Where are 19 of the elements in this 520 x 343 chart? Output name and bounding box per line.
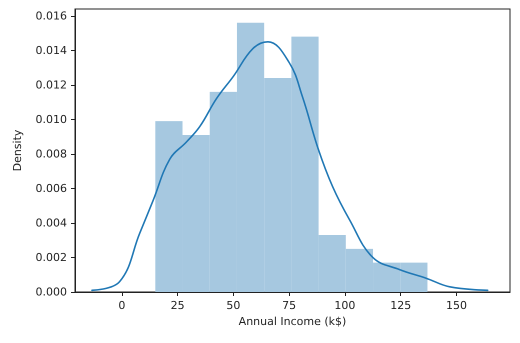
x-tick-label: 75 bbox=[282, 299, 296, 312]
y-tick-label: 0.004 bbox=[36, 216, 67, 230]
y-tick-label: 0.016 bbox=[36, 9, 67, 22]
y-tick-label: 0.002 bbox=[36, 250, 67, 264]
y-axis-title: Density bbox=[11, 129, 24, 172]
x-tick-label: 150 bbox=[446, 299, 467, 312]
x-tick-label: 100 bbox=[334, 299, 356, 312]
line-series bbox=[91, 40, 488, 292]
x-tick-label: 0 bbox=[118, 299, 126, 312]
x-axis-title: Annual Income (k$) bbox=[238, 315, 346, 328]
x-tick-label: 25 bbox=[170, 299, 185, 312]
y-tick-label: 0.006 bbox=[36, 182, 67, 195]
x-tick-label: 125 bbox=[390, 299, 412, 312]
y-tick-label: 0.010 bbox=[36, 112, 67, 126]
y-tick-label: 0.012 bbox=[36, 78, 67, 92]
y-tick-label: 0.008 bbox=[36, 147, 67, 160]
y-tick-label: 0.000 bbox=[36, 286, 67, 298]
y-tick-label: 0.014 bbox=[36, 44, 67, 57]
x-tick-label: 50 bbox=[226, 299, 240, 312]
